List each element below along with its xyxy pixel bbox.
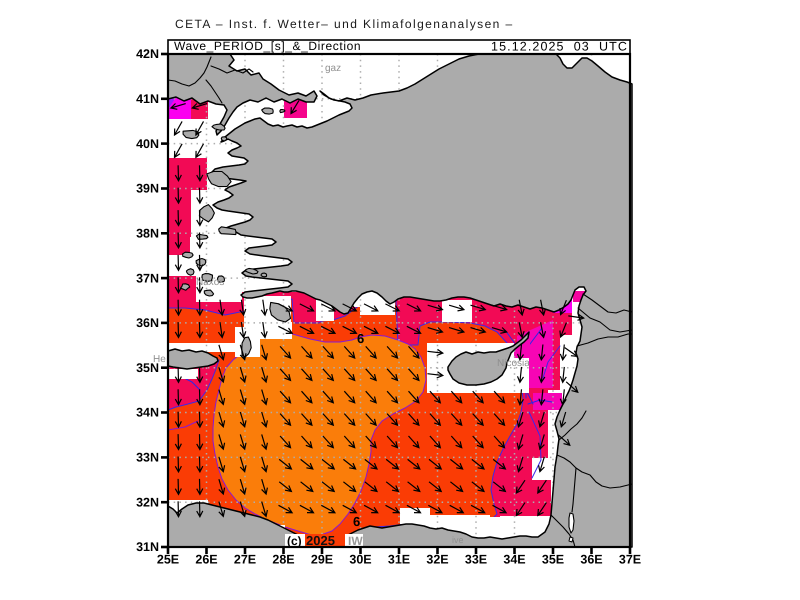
svg-text:15.12.2025 03 UTC: 15.12.2025 03 UTC — [491, 40, 628, 54]
svg-text:(c): (c) — [287, 534, 302, 548]
svg-text:CETA – Inst. f. Wetter– und Kl: CETA – Inst. f. Wetter– und Klimafolgena… — [175, 17, 514, 31]
svg-text:35N: 35N — [136, 361, 159, 375]
svg-text:He: He — [153, 354, 166, 365]
svg-text:41N: 41N — [136, 92, 159, 106]
svg-text:31N: 31N — [136, 540, 159, 554]
svg-text:gaz: gaz — [325, 63, 341, 74]
svg-text:30E: 30E — [349, 553, 371, 567]
svg-text:42N: 42N — [136, 47, 159, 61]
svg-text:Nicosia: Nicosia — [497, 358, 530, 369]
svg-text:Naxos: Naxos — [196, 277, 224, 288]
svg-text:Wave_PERIOD_[s]_&_Direction: Wave_PERIOD_[s]_&_Direction — [174, 39, 361, 53]
svg-text:25E: 25E — [157, 553, 179, 567]
svg-text:6: 6 — [353, 514, 360, 529]
svg-text:36N: 36N — [136, 316, 159, 330]
svg-text:29E: 29E — [311, 553, 333, 567]
svg-text:38N: 38N — [136, 227, 159, 241]
svg-text:31E: 31E — [388, 553, 410, 567]
svg-text:2025: 2025 — [306, 533, 335, 548]
svg-text:27E: 27E — [234, 553, 256, 567]
svg-text:36E: 36E — [580, 553, 602, 567]
svg-text:34N: 34N — [136, 406, 159, 420]
svg-text:28E: 28E — [272, 553, 294, 567]
svg-text:40N: 40N — [136, 137, 159, 151]
svg-text:35E: 35E — [542, 553, 564, 567]
svg-text:32N: 32N — [136, 495, 159, 509]
svg-text:32E: 32E — [426, 553, 448, 567]
svg-text:37N: 37N — [136, 271, 159, 285]
svg-text:ive: ive — [452, 535, 464, 545]
svg-text:IW: IW — [348, 534, 363, 548]
svg-text:34E: 34E — [503, 553, 525, 567]
svg-text:39N: 39N — [136, 182, 159, 196]
svg-text:37E: 37E — [619, 553, 641, 567]
svg-text:6: 6 — [357, 331, 364, 346]
svg-text:33N: 33N — [136, 451, 159, 465]
svg-text:26E: 26E — [195, 553, 217, 567]
svg-text:33E: 33E — [465, 553, 487, 567]
